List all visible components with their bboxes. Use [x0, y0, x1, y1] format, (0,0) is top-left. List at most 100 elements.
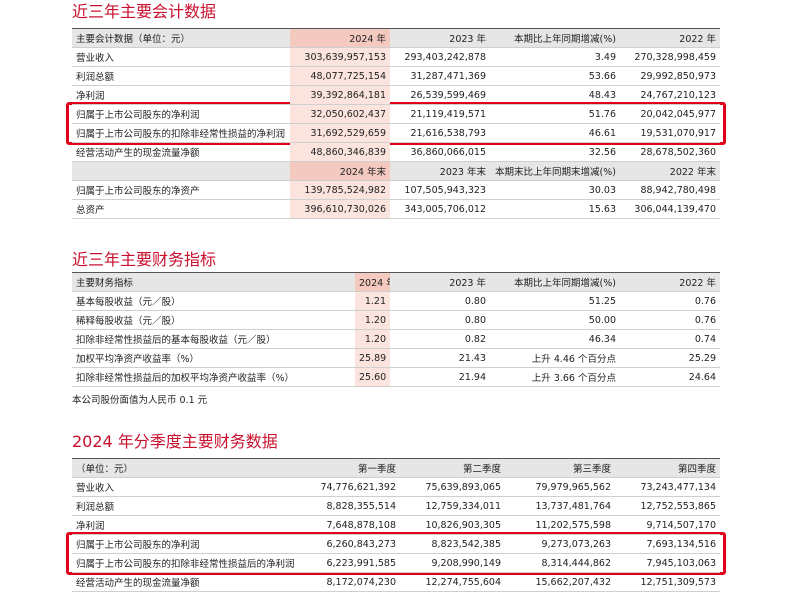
- cell: 31,692,529,659: [290, 123, 390, 143]
- cell: 50.00: [490, 310, 620, 330]
- cell: 1.21: [355, 291, 390, 311]
- header-cell: 2023 年末: [390, 161, 490, 181]
- cell: 12,752,553,865: [615, 496, 720, 516]
- cell: 51.25: [490, 291, 620, 311]
- data-table: （单位：元） 第一季度 第二季度 第三季度 第四季度 营业收入 74,776,621,392…: [72, 458, 720, 592]
- table-row: 扣除非经常性损益后的基本每股收益（元／股） 1.20 0.82 46.34 0.74: [72, 329, 720, 349]
- cell: 9,208,990,149: [400, 553, 505, 573]
- footnote: 本公司股份面值为人民币 0.1 元: [72, 395, 208, 406]
- cell: 3.49: [490, 47, 620, 67]
- header-cell: 2022 年: [620, 272, 720, 292]
- cell: 8,823,542,385: [400, 534, 505, 554]
- cell: 20,042,045,977: [620, 104, 720, 124]
- cell: 经营活动产生的现金流量净额: [72, 572, 300, 592]
- cell: 74,776,621,392: [300, 477, 400, 497]
- cell: 293,403,242,878: [390, 47, 490, 67]
- cell: 25.89: [355, 348, 390, 368]
- section-title: 近三年主要财务指标: [72, 250, 217, 269]
- cell: 29,992,850,973: [620, 66, 720, 86]
- cell: 48.43: [490, 85, 620, 105]
- header-cell: 本期比上年同期增减(%): [490, 272, 620, 292]
- cell: 归属于上市公司股东的扣除非经常性损益的净利润: [72, 123, 290, 143]
- cell: 加权平均净资产收益率（%）: [72, 348, 355, 368]
- table-row: 扣除非经常性损益后的加权平均净资产收益率（%） 25.60 21.94 上升 3.66…: [72, 367, 720, 387]
- cell: 0.80: [390, 291, 490, 311]
- table-row: 经营活动产生的现金流量净额 48,860,346,839 36,860,066,01…: [72, 142, 720, 162]
- cell: 8,828,355,514: [300, 496, 400, 516]
- table-row: 归属于上市公司股东的净利润 6,260,843,273 8,823,542,385 9…: [72, 534, 720, 554]
- cell: 25.60: [355, 367, 390, 387]
- cell: 36,860,066,015: [390, 142, 490, 162]
- header-cell: 第二季度: [400, 458, 505, 478]
- cell: 基本每股收益（元／股）: [72, 291, 355, 311]
- section-title: 近三年主要会计数据: [72, 2, 217, 21]
- cell: 15,662,207,432: [505, 572, 615, 592]
- cell: 21,616,538,793: [390, 123, 490, 143]
- data-table: 主要会计数据（单位：元） 2024 年 2023 年本期比上年同期增减(%) 2022…: [72, 28, 720, 219]
- cell: 归属于上市公司股东的扣除非经常性损益后的净利润: [72, 553, 300, 573]
- table-row: 利润总额 48,077,725,154 31,287,471,369 53.66 29,…: [72, 66, 720, 86]
- header-cell: [72, 161, 290, 181]
- cell: 24,767,210,123: [620, 85, 720, 105]
- header-row: 2024 年末 2023 年末 本期末比上年同期末增减(%) 2022 年末: [72, 161, 720, 181]
- cell: 51.76: [490, 104, 620, 124]
- table-row: 总资产 396,610,730,026 343,005,706,012 15.63 30…: [72, 199, 720, 219]
- header-cell: 本期末比上年同期末增减(%): [490, 161, 620, 181]
- cell: 25.29: [620, 348, 720, 368]
- cell: 79,979,965,562: [505, 477, 615, 497]
- cell: 46.61: [490, 123, 620, 143]
- cell: 稀释每股收益（元／股）: [72, 310, 355, 330]
- cell: 0.76: [620, 291, 720, 311]
- cell: 88,942,780,498: [620, 180, 720, 200]
- cell: 21.94: [390, 367, 490, 387]
- cell: 上升 4.46 个百分点: [490, 348, 620, 368]
- header-cell: 2023 年: [390, 272, 490, 292]
- cell: 扣除非经常性损益后的基本每股收益（元／股）: [72, 329, 355, 349]
- cell: 7,693,134,516: [615, 534, 720, 554]
- cell: 32.56: [490, 142, 620, 162]
- header-cell: 2024 年: [290, 28, 390, 48]
- cell: 53.66: [490, 66, 620, 86]
- cell: 利润总额: [72, 66, 290, 86]
- cell: 306,044,139,470: [620, 199, 720, 219]
- cell: 归属于上市公司股东的净利润: [72, 104, 290, 124]
- cell: 39,392,864,181: [290, 85, 390, 105]
- cell: 利润总额: [72, 496, 300, 516]
- cell: 24.64: [620, 367, 720, 387]
- cell: 8,314,444,862: [505, 553, 615, 573]
- cell: 9,714,507,170: [615, 515, 720, 535]
- header-cell: 2023 年: [390, 28, 490, 48]
- cell: 总资产: [72, 199, 290, 219]
- cell: 46.34: [490, 329, 620, 349]
- cell: 21,119,419,571: [390, 104, 490, 124]
- header-row: 主要会计数据（单位：元） 2024 年 2023 年本期比上年同期增减(%) 2022…: [72, 28, 720, 48]
- table-row: 净利润 7,648,878,108 10,826,903,305 11,202,575…: [72, 515, 720, 535]
- cell: 139,785,524,982: [290, 180, 390, 200]
- cell: 0.82: [390, 329, 490, 349]
- cell: 6,223,991,585: [300, 553, 400, 573]
- table-row: 基本每股收益（元／股） 1.21 0.80 51.25 0.76: [72, 291, 720, 311]
- table-row: 经营活动产生的现金流量净额 8,172,074,230 12,274,755,604…: [72, 572, 720, 592]
- cell: 30.03: [490, 180, 620, 200]
- cell: 1.20: [355, 329, 390, 349]
- table-row: 加权平均净资产收益率（%） 25.89 21.43 上升 4.46 个百分点 25.29: [72, 348, 720, 368]
- header-cell: 主要会计数据（单位：元）: [72, 28, 290, 48]
- cell: 75,639,893,065: [400, 477, 505, 497]
- cell: 0.76: [620, 310, 720, 330]
- cell: 8,172,074,230: [300, 572, 400, 592]
- cell: 归属于上市公司股东的净资产: [72, 180, 290, 200]
- header-cell: 第一季度: [300, 458, 400, 478]
- cell: 营业收入: [72, 47, 290, 67]
- cell: 48,077,725,154: [290, 66, 390, 86]
- header-row: （单位：元） 第一季度 第二季度 第三季度 第四季度: [72, 458, 720, 478]
- header-cell: （单位：元）: [72, 458, 300, 478]
- section-title: 2024 年分季度主要财务数据: [72, 432, 278, 451]
- cell: 26,539,599,469: [390, 85, 490, 105]
- header-cell: 2024 年末: [290, 161, 390, 181]
- cell: 12,759,334,011: [400, 496, 505, 516]
- cell: 0.74: [620, 329, 720, 349]
- header-cell: 主要财务指标: [72, 272, 355, 292]
